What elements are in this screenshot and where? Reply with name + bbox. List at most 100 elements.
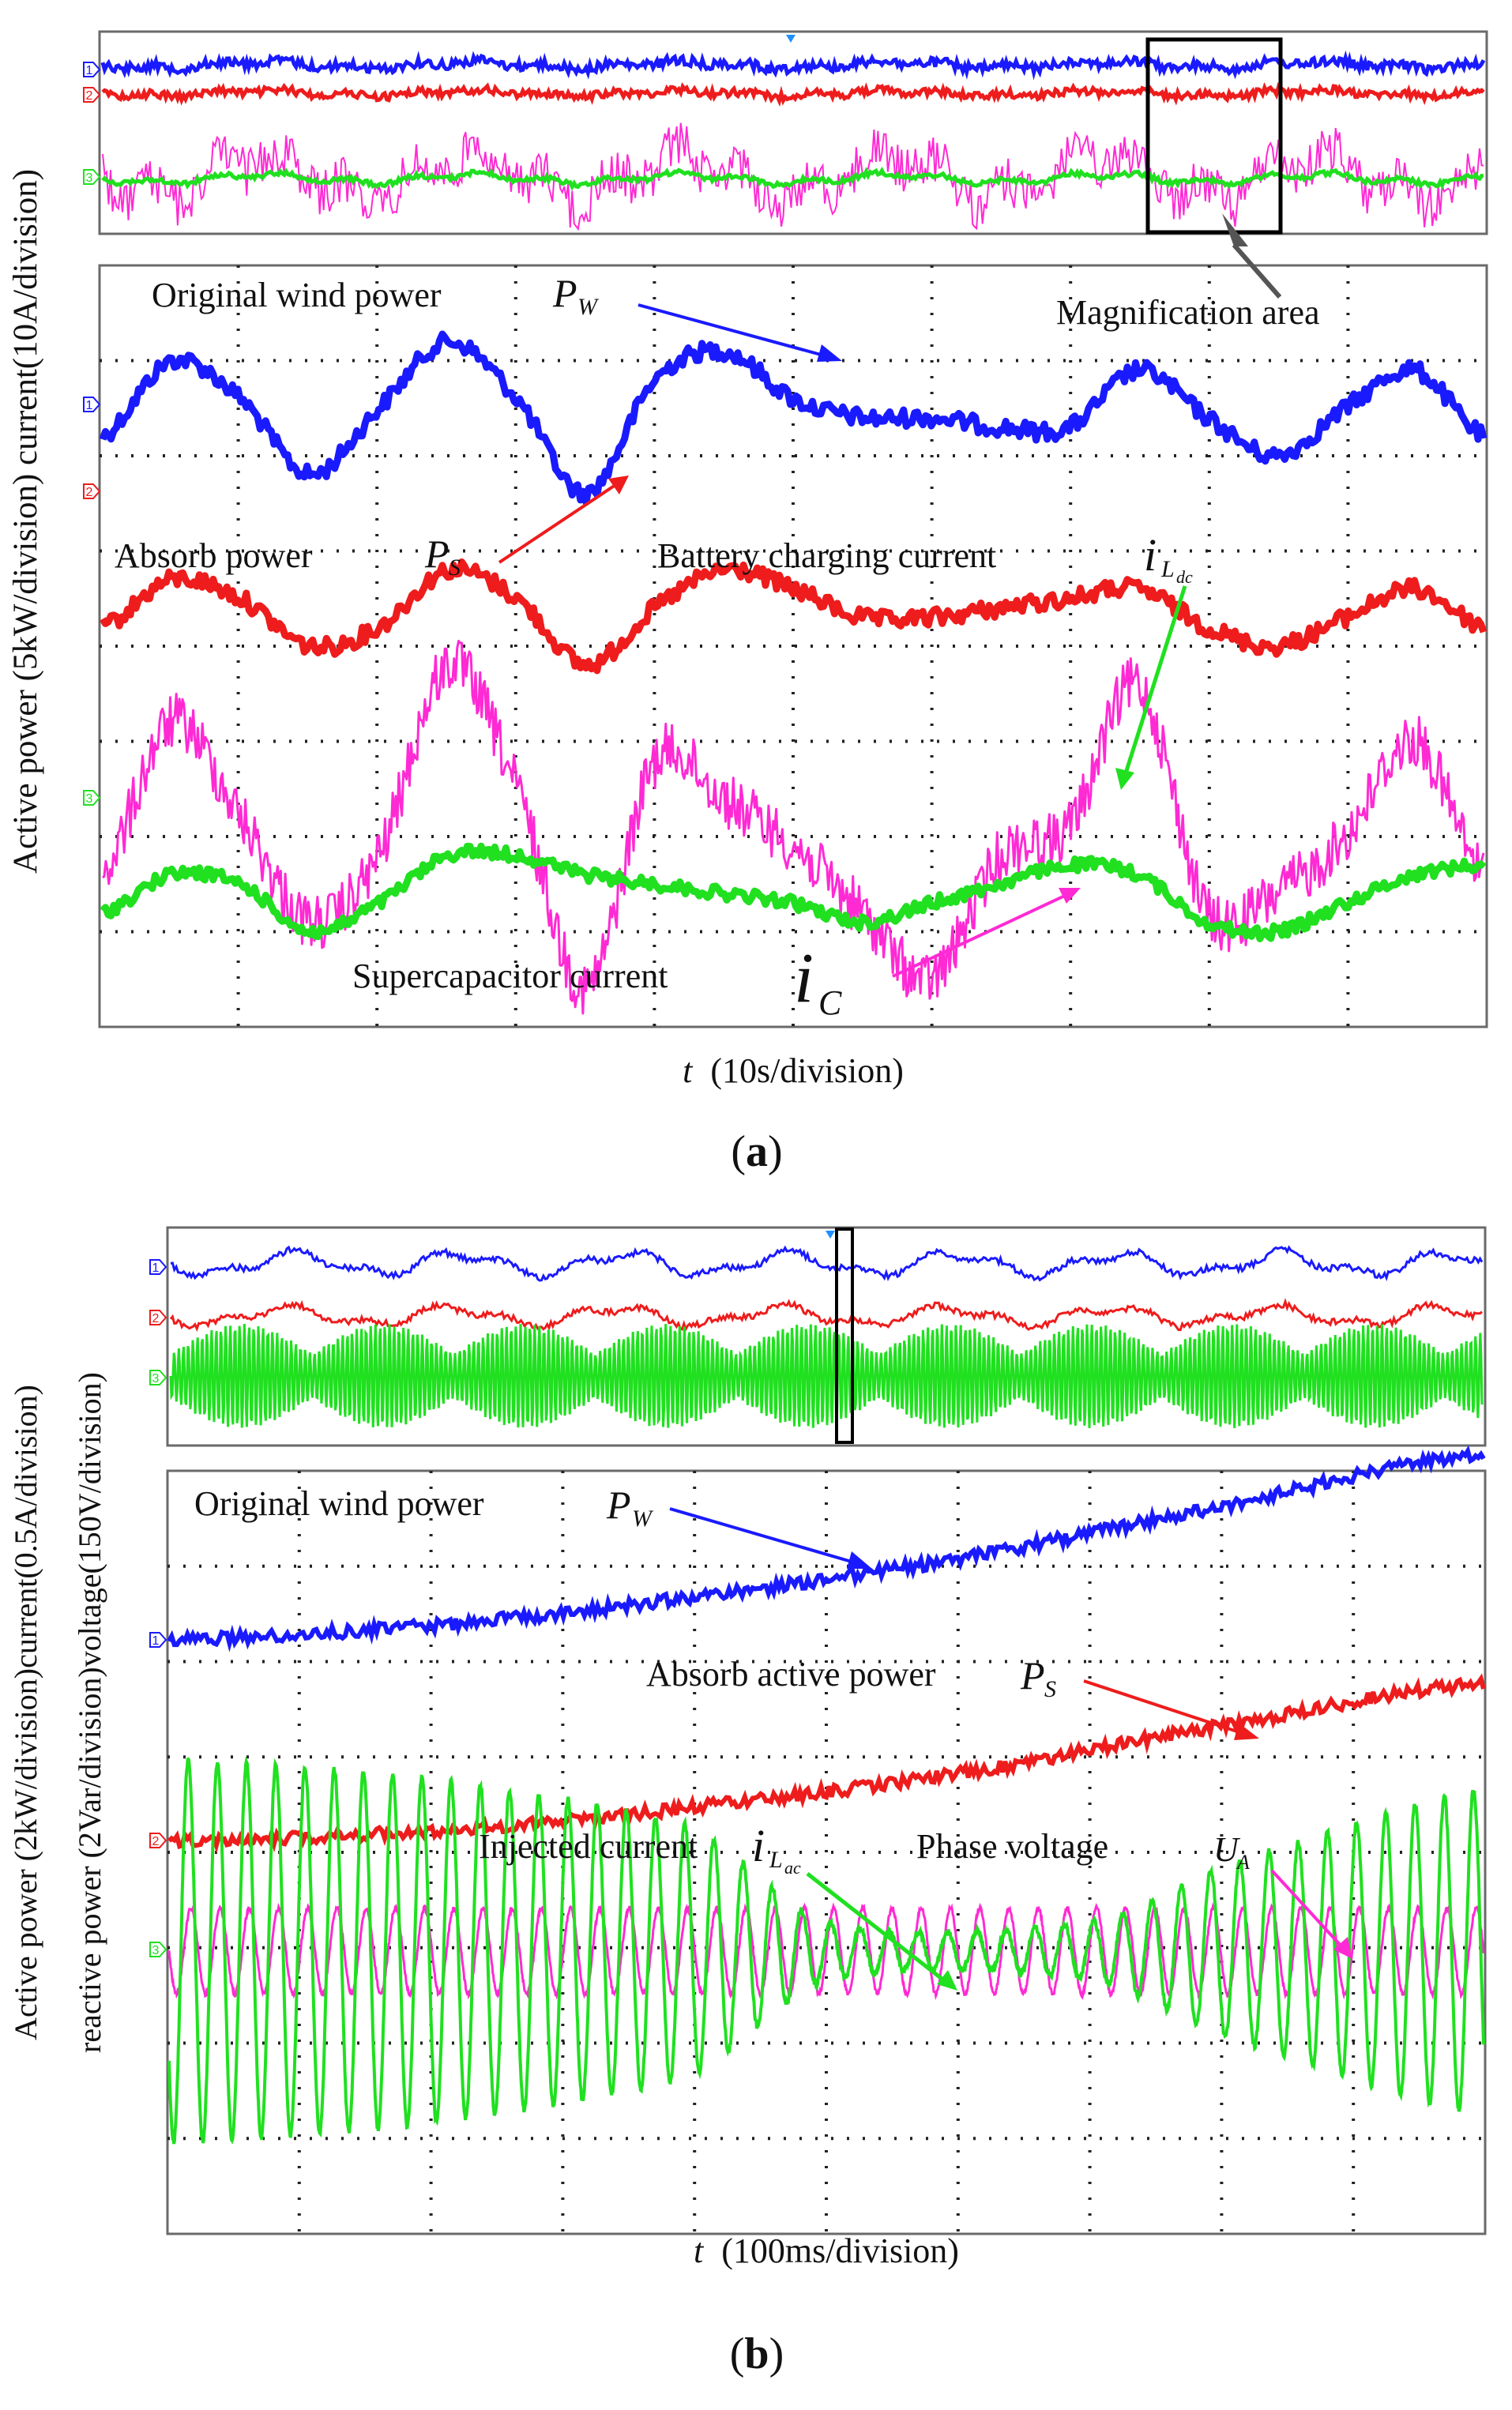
ua-sub-b: A — [1236, 1851, 1250, 1874]
b-top-marker-label-2: 2 — [152, 1312, 160, 1325]
ilac-annotation-a: Battery charging current — [657, 536, 996, 575]
panel-b-xlabel-var: t — [694, 2231, 705, 2270]
pw-arrow-a — [638, 303, 830, 359]
panel-a-main-series — [99, 330, 1488, 1015]
panel-a-xlabel-unit: (10s/division) — [710, 1051, 903, 1090]
a-top-marker-label-1: 1 — [86, 64, 93, 77]
panel-a-caption-open: ( — [731, 1127, 746, 1176]
ildc-arrowhead-a — [1115, 768, 1134, 790]
b-top-marker-label-3: 3 — [152, 1372, 160, 1385]
magnification-label: Magnification area — [1056, 293, 1320, 332]
ua-annotation-b: Phase voltage — [916, 1827, 1108, 1866]
series-b-green — [167, 1756, 1485, 2145]
magnification-area-box — [1145, 37, 1283, 235]
ps-annotation-b: Absorb active power — [646, 1655, 936, 1694]
panel-b: Active power (2kW/division)current(0.5A/… — [8, 1226, 1487, 2378]
panel-b-main-markers: 1 2 3 — [149, 1632, 167, 1957]
a-top-marker-2 — [83, 87, 101, 103]
b-main-marker-label-1: 1 — [152, 1634, 160, 1648]
panel-b-overview-series — [169, 1231, 1484, 1429]
pw-var-b: P — [606, 1483, 631, 1527]
panel-a-main-grid — [100, 265, 1487, 1027]
panel-b-caption: (b) — [730, 2329, 784, 2378]
a-main-marker-1 — [83, 397, 101, 412]
panel-b-ylabel-2: reactive power (2Var/division)voltage(15… — [72, 1372, 107, 2053]
series-b-magenta — [167, 1902, 1485, 2001]
ilac-subsub-b: ac — [784, 1858, 801, 1878]
ua-arrowhead-b — [1333, 1937, 1352, 1959]
pw-sub-b: W — [632, 1506, 654, 1532]
b-top-marker-label-1: 1 — [152, 1261, 160, 1275]
panel-b-main-series — [167, 1445, 1486, 2145]
ildc-var-a: i — [1144, 529, 1157, 581]
b-main-marker-2 — [149, 1833, 167, 1848]
ilac-sub-b: L — [769, 1847, 783, 1873]
ps-arrowhead-b — [1234, 1723, 1259, 1740]
panel-a-overview-series — [100, 35, 1486, 231]
series-a-green — [100, 842, 1487, 942]
panel-b-xlabel-unit: (100ms/division) — [721, 2231, 959, 2270]
b-main-marker-1 — [149, 1632, 167, 1648]
panel-b-selection-box — [835, 1228, 854, 1444]
a-main-marker-label-3: 3 — [86, 792, 93, 806]
overview-b-green — [169, 1324, 1484, 1429]
ic-arrowhead-a — [1059, 888, 1081, 904]
pw-annotation-b: Original wind power — [194, 1484, 484, 1523]
panel-a: Active power (5kW/division) current(10A/… — [7, 30, 1488, 1176]
a-main-marker-label-1: 1 — [86, 399, 93, 412]
pw-annotation-a: Original wind power — [152, 276, 442, 314]
overview-b-blue — [170, 1245, 1484, 1282]
a-main-marker-2 — [83, 483, 101, 499]
series-a-red — [100, 558, 1488, 675]
ic-var-a: i — [794, 939, 814, 1017]
ildc-sub-a: L — [1160, 556, 1175, 582]
a-top-marker-label-2: 2 — [86, 89, 93, 103]
a-top-marker-label-3: 3 — [86, 171, 93, 185]
panel-a-ylabel-text: Active power (5kW/division) current(10A/… — [7, 169, 44, 874]
ic-arrow-a — [892, 893, 1069, 978]
ic-sub-a: C — [818, 983, 842, 1022]
ildc-arrow-a — [1123, 585, 1187, 776]
magnification-pointer — [1232, 243, 1282, 299]
b-main-marker-3 — [149, 1942, 167, 1957]
ilac-annotation-b: Injected current — [479, 1827, 698, 1866]
b-main-marker-label-2: 2 — [152, 1835, 160, 1848]
ua-var-b: U — [1213, 1830, 1241, 1869]
ps-arrowhead-a — [608, 476, 629, 494]
ps-arrow-a — [498, 482, 619, 564]
panel-a-caption-letter: a — [746, 1127, 768, 1176]
panel-b-ylabel-line1: Active power (2kW/division)current(0.5A/… — [8, 1385, 43, 2040]
series-a-blue — [99, 330, 1488, 506]
overview-a-magenta — [102, 122, 1484, 231]
a-top-marker-1 — [83, 62, 101, 77]
ilac-var-b: i — [752, 1820, 765, 1871]
a-main-marker-label-2: 2 — [86, 486, 93, 499]
ic-annotation-a: Supercapacitor current — [352, 957, 668, 995]
panel-a-ylabel: Active power (5kW/division) current(10A/… — [7, 169, 44, 874]
pw-arrowhead-b — [847, 1551, 872, 1569]
panel-b-ylabel-line2: reactive power (2Var/division)voltage(15… — [72, 1372, 107, 2053]
ps-sub-a: S — [449, 555, 461, 581]
panel-b-overview-markers: 1 2 3 — [149, 1259, 167, 1385]
overview-a-blue — [100, 50, 1486, 81]
b-top-marker-2 — [149, 1310, 167, 1325]
trigger-marker-b — [826, 1231, 835, 1239]
ps-var-a: P — [424, 532, 449, 576]
ilac-arrowhead-b — [937, 1970, 957, 1991]
ps-arrow-b — [1083, 1679, 1247, 1736]
panel-b-caption-open: ( — [730, 2329, 745, 2378]
ps-var-b: P — [1020, 1653, 1045, 1698]
panel-b-xlabel: t (100ms/division) — [694, 2231, 959, 2270]
pw-sub-a: W — [577, 294, 600, 320]
b-top-marker-1 — [149, 1259, 167, 1275]
magnification-pointer-head — [1222, 213, 1248, 246]
panel-a-caption-close: ) — [768, 1127, 783, 1176]
pw-arrow-b — [669, 1507, 860, 1566]
panel-b-caption-close: ) — [769, 2329, 784, 2378]
series-b-blue — [167, 1445, 1486, 1652]
panel-a-main-markers: 1 2 3 — [83, 397, 101, 806]
trigger-marker-a — [786, 35, 795, 43]
b-main-marker-label-3: 3 — [152, 1944, 160, 1957]
overview-a-green — [101, 167, 1484, 191]
